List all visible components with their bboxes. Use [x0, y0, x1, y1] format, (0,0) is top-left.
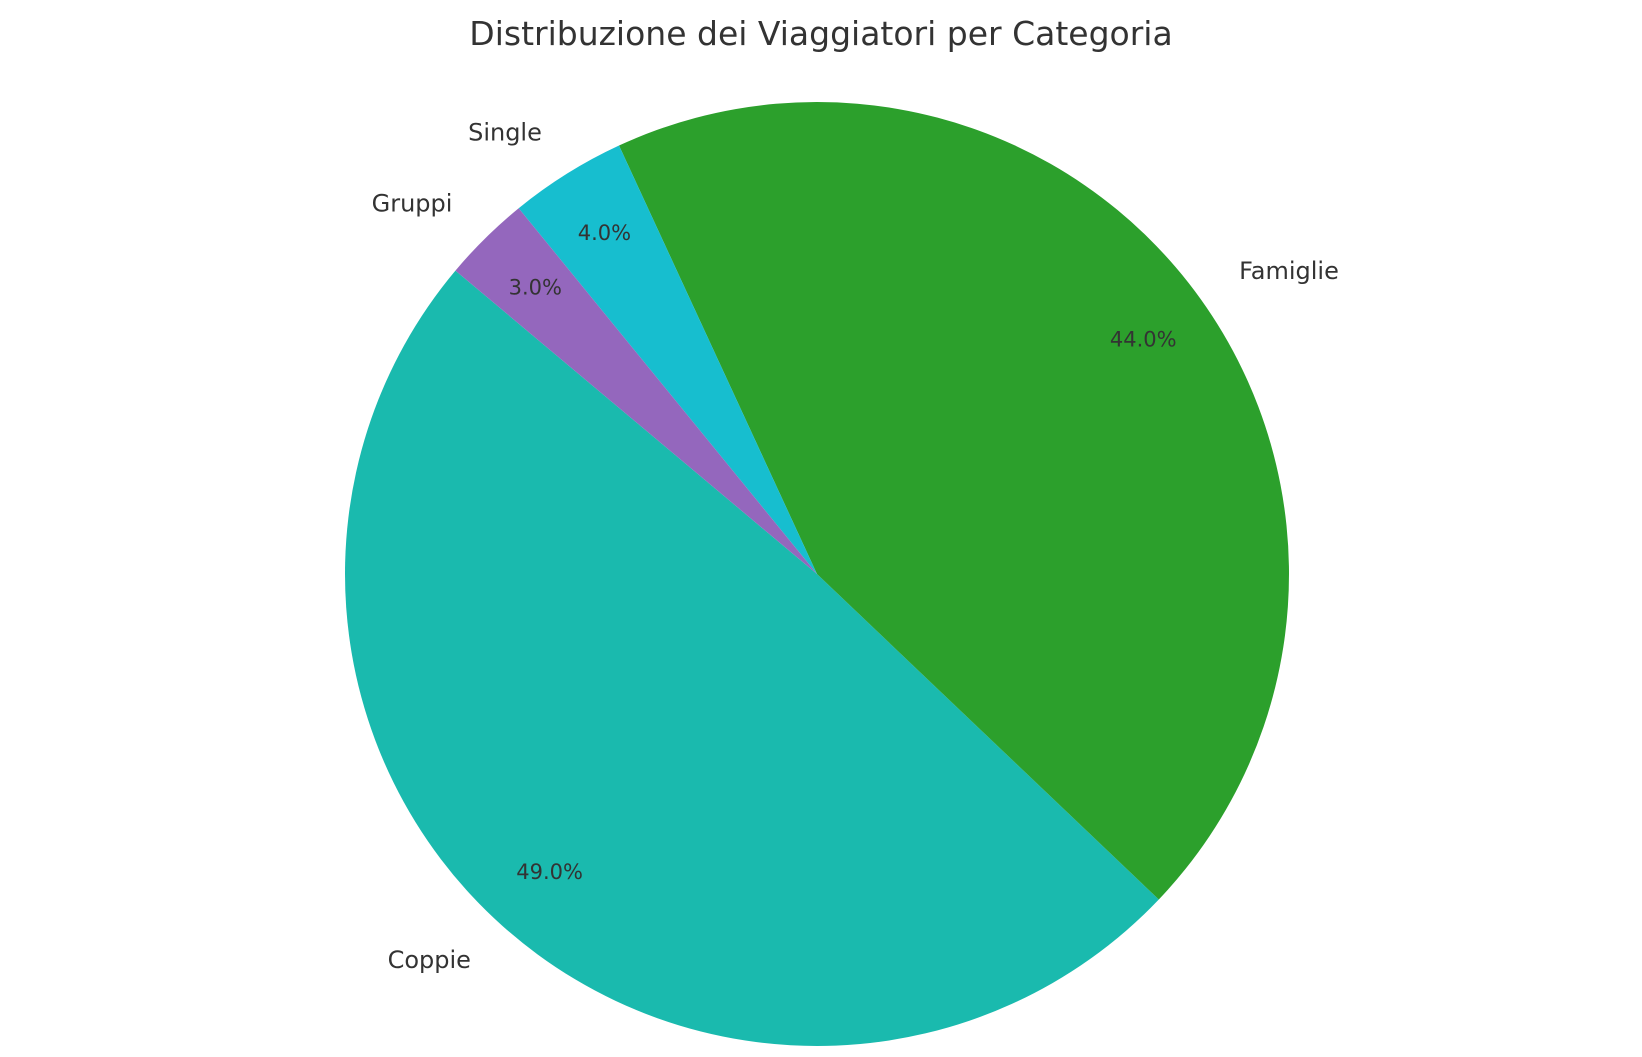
pie-labels: Coppie 49.0% Famiglie 44.0% Single 4.0% Gruppi…: [372, 119, 1339, 974]
pie-slice-coppie: [345, 270, 1159, 1046]
pie-slice-gruppi: [455, 208, 817, 574]
slice-label-coppie: Coppie: [388, 946, 471, 974]
slice-percentage-famiglie: 44.0%: [1110, 327, 1177, 351]
chart-title: Distribuzione dei Viaggiatori per Catego…: [469, 14, 1172, 53]
slice-percentage-gruppi: 3.0%: [509, 275, 562, 299]
slice-label-famiglie: Famiglie: [1239, 257, 1339, 285]
pie-slice-famiglie: [619, 102, 1289, 900]
pie-slices: [345, 102, 1289, 1046]
slice-label-gruppi: Gruppi: [372, 189, 453, 217]
slice-percentage-single: 4.0%: [578, 221, 631, 245]
pie-slice-single: [518, 145, 817, 574]
slice-label-single: Single: [468, 119, 542, 147]
slice-percentage-coppie: 49.0%: [516, 860, 583, 884]
